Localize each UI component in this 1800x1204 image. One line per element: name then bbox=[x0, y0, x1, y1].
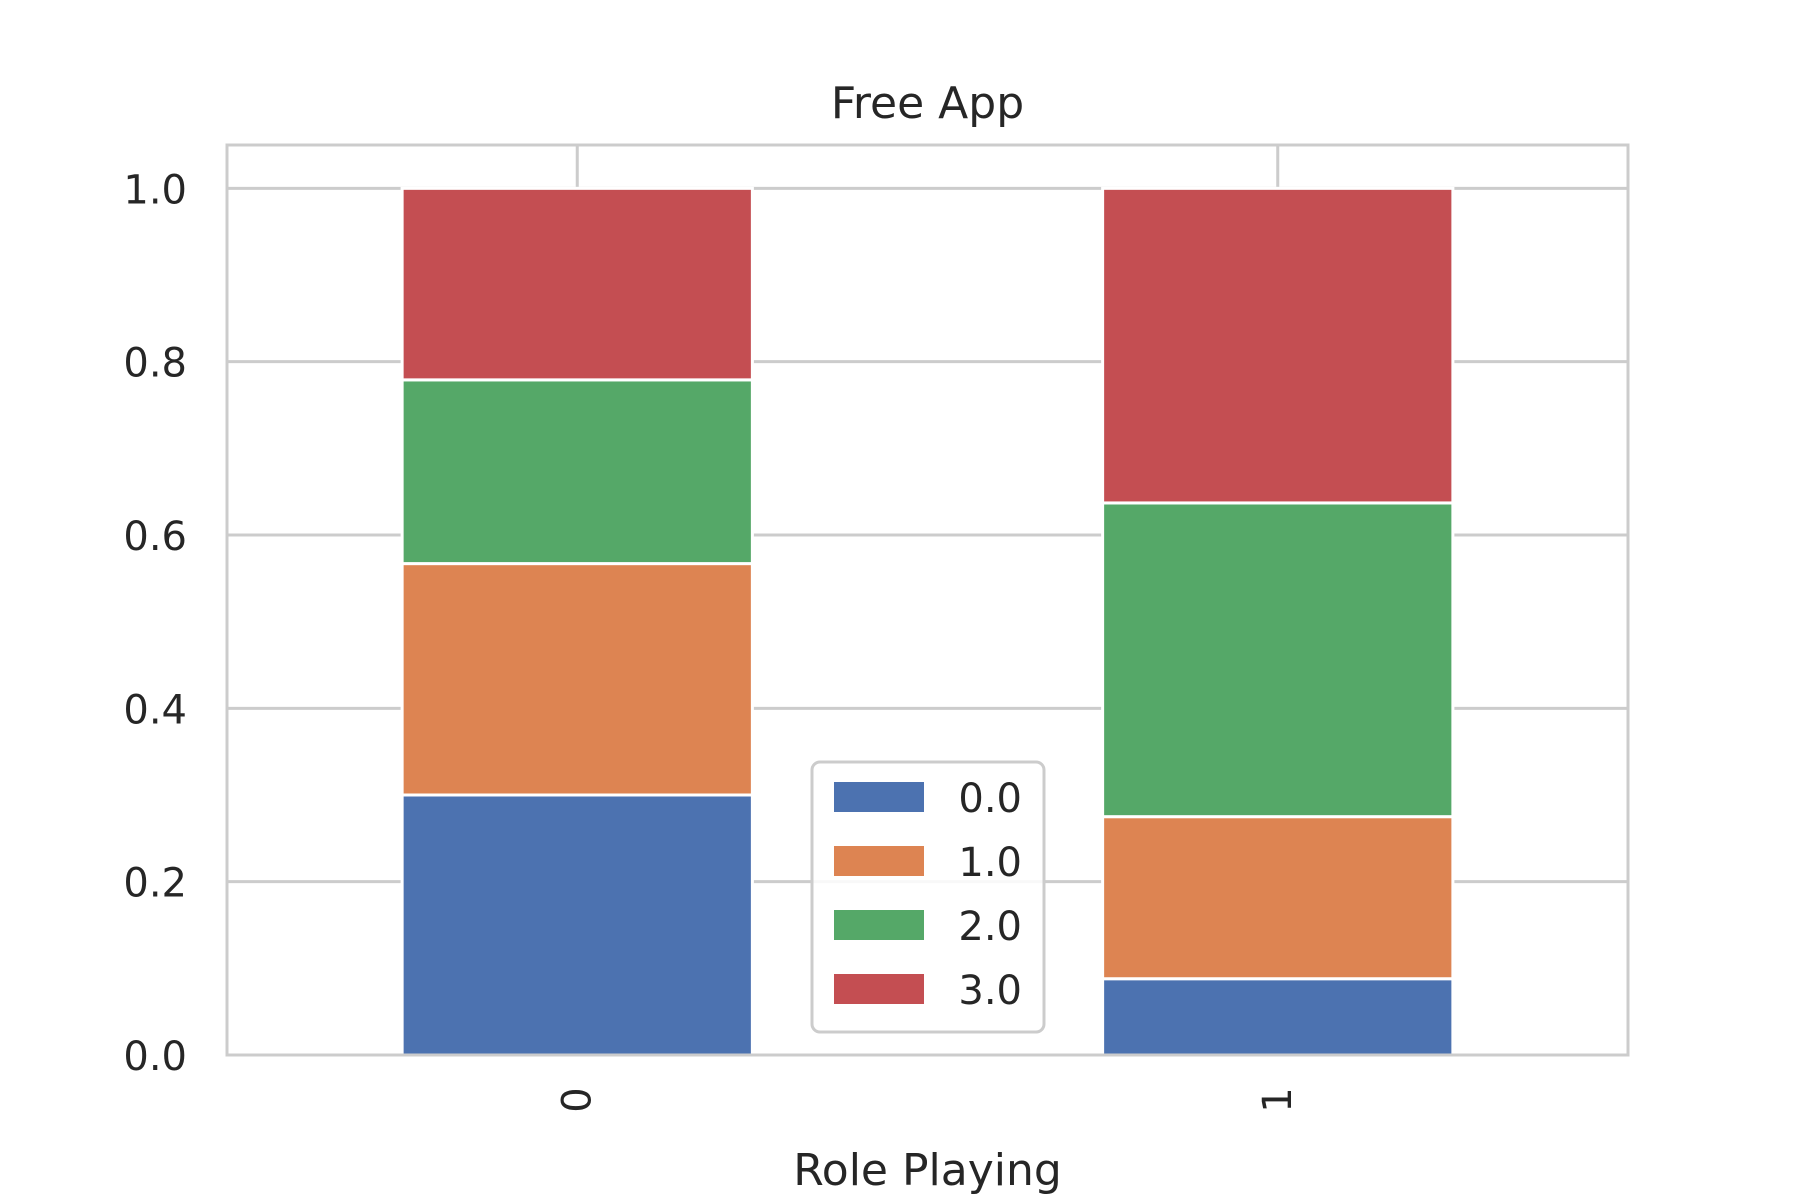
y-tick-label: 0.8 bbox=[123, 341, 187, 387]
legend-label: 1.0 bbox=[958, 840, 1022, 886]
bars bbox=[400, 186, 1455, 1057]
plot-frame bbox=[225, 143, 1630, 1057]
legend-label: 3.0 bbox=[958, 968, 1022, 1014]
y-tick-labels: 0.0 0.2 0.4 0.6 0.8 1.0 bbox=[123, 167, 187, 1080]
x-axis-label: Role Playing bbox=[793, 1145, 1062, 1196]
legend-swatch bbox=[834, 782, 924, 812]
legend-swatch bbox=[834, 974, 924, 1004]
bar-segment-1-0.0 bbox=[1101, 977, 1455, 1057]
bar-segment-0-2.0 bbox=[400, 378, 754, 566]
legend: 0.0 1.0 2.0 3.0 bbox=[810, 760, 1046, 1034]
bar-segment-1-3.0 bbox=[1101, 186, 1455, 505]
bar-segment-1-1.0 bbox=[1101, 815, 1455, 981]
y-tick-label: 0.6 bbox=[123, 514, 187, 560]
legend-swatch bbox=[834, 910, 924, 940]
legend-label: 2.0 bbox=[958, 904, 1022, 950]
bar-segment-1-2.0 bbox=[1101, 501, 1455, 819]
chart-title: Free App bbox=[831, 78, 1024, 129]
y-tick-label: 0.4 bbox=[123, 687, 187, 733]
bar-segment-0-3.0 bbox=[400, 186, 754, 382]
y-tick-label: 0.2 bbox=[123, 861, 187, 907]
x-tick-label: 1 bbox=[1255, 1087, 1301, 1112]
bar-segment-0-1.0 bbox=[400, 562, 754, 797]
x-tick-label: 0 bbox=[554, 1087, 600, 1112]
bar-segment-0-0.0 bbox=[400, 793, 754, 1057]
legend-swatch bbox=[834, 846, 924, 876]
legend-label: 0.0 bbox=[958, 776, 1022, 822]
legend-frame bbox=[810, 760, 1046, 1034]
y-tick-label: 0.0 bbox=[123, 1034, 187, 1080]
y-tick-label: 1.0 bbox=[123, 167, 187, 213]
